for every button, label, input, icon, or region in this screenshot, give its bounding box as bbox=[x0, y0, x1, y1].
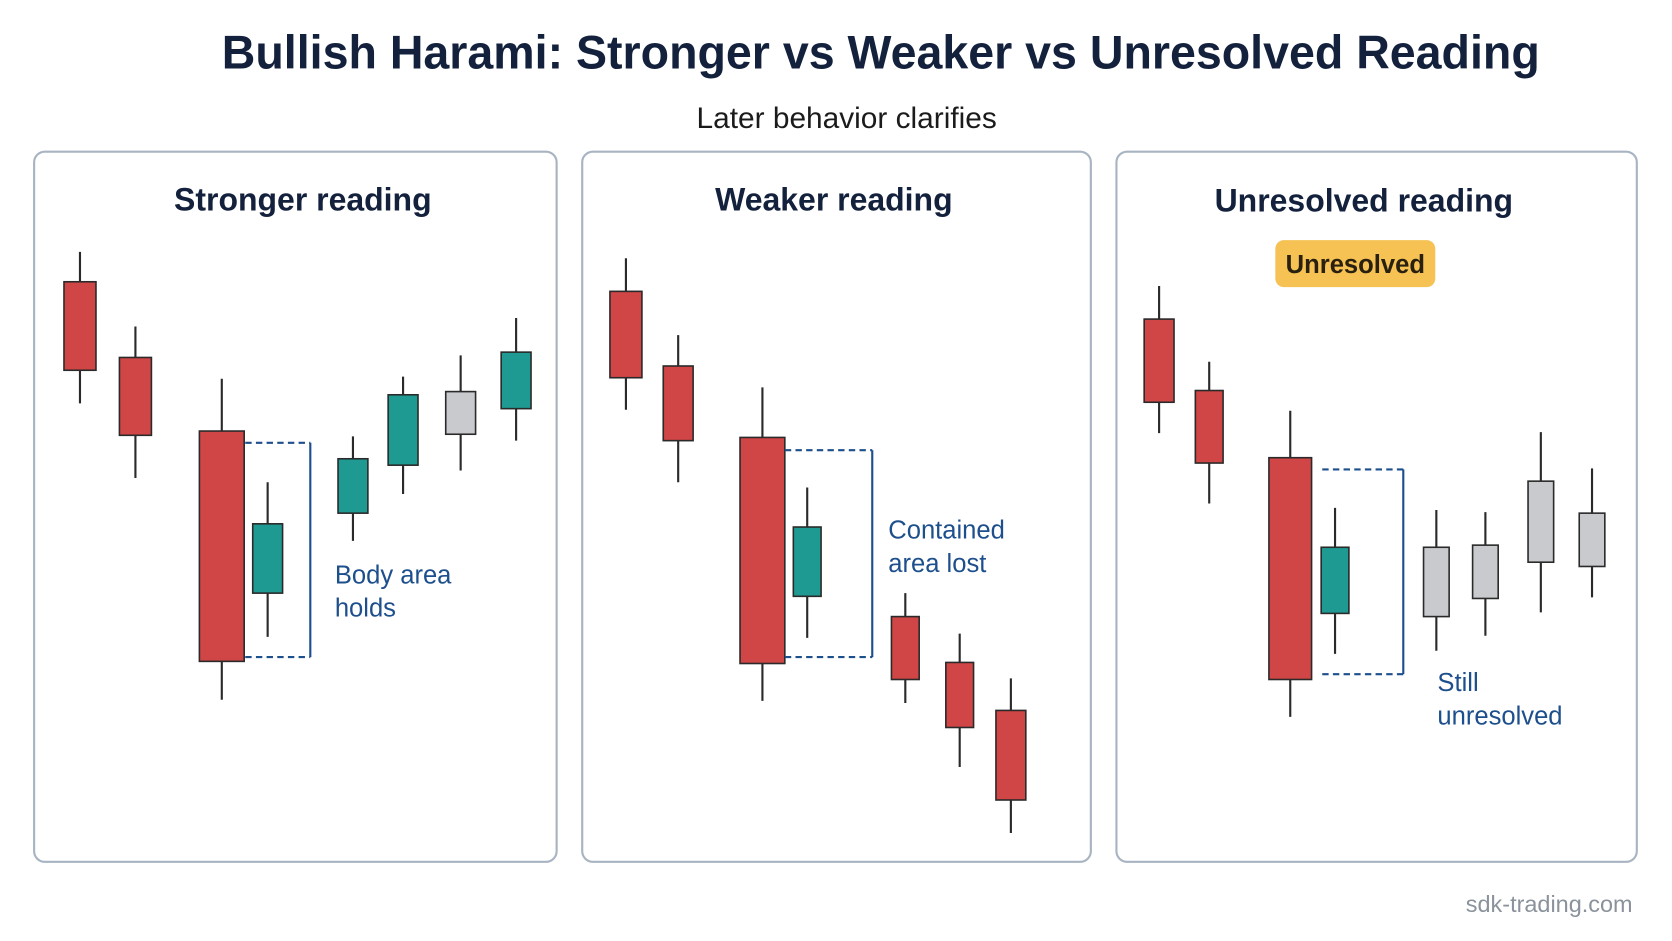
candle-body bbox=[609, 290, 643, 379]
candle-body bbox=[1527, 480, 1555, 564]
subtitle: Later behavior clarifies bbox=[697, 102, 997, 135]
candle-body bbox=[1578, 512, 1606, 568]
panel-title: Unresolved reading bbox=[1215, 182, 1513, 218]
annotation: Still bbox=[1437, 669, 1478, 697]
candle-body bbox=[739, 436, 786, 665]
candle-body bbox=[1320, 546, 1350, 615]
panel bbox=[33, 150, 558, 863]
candle-body bbox=[945, 661, 975, 729]
candle-body bbox=[1471, 544, 1499, 600]
candle-body bbox=[251, 523, 284, 594]
annotation: Contained bbox=[888, 517, 1005, 545]
candle-body bbox=[387, 393, 419, 466]
annotation: unresolved bbox=[1437, 702, 1562, 730]
badge bbox=[1275, 240, 1436, 288]
badge-text: Unresolved bbox=[1286, 251, 1425, 279]
annotation: holds bbox=[335, 595, 396, 623]
candles bbox=[63, 251, 1606, 834]
panel bbox=[1115, 150, 1638, 863]
panel-title: Weaker reading bbox=[715, 181, 953, 217]
candle-body bbox=[1143, 318, 1175, 404]
candle-body bbox=[890, 615, 920, 681]
candle-body bbox=[198, 430, 245, 663]
candle-body bbox=[118, 356, 153, 437]
candle-body bbox=[1194, 389, 1224, 464]
candle-body bbox=[337, 457, 369, 514]
panel-title: Stronger reading bbox=[174, 181, 432, 217]
candle-body bbox=[792, 526, 822, 598]
candle-body bbox=[995, 709, 1027, 801]
annotation: area lost bbox=[888, 550, 986, 578]
candle-body bbox=[1268, 456, 1313, 681]
candle-body bbox=[1422, 546, 1450, 618]
candle-body bbox=[63, 280, 97, 372]
candle-body bbox=[662, 365, 694, 442]
annotation: Body area bbox=[335, 562, 452, 590]
watermark: sdk-trading.com bbox=[1466, 891, 1633, 917]
candle-body bbox=[444, 390, 477, 436]
title: Bullish Harami: Stronger vs Weaker vs Un… bbox=[222, 26, 1540, 78]
candle-body bbox=[500, 351, 532, 410]
